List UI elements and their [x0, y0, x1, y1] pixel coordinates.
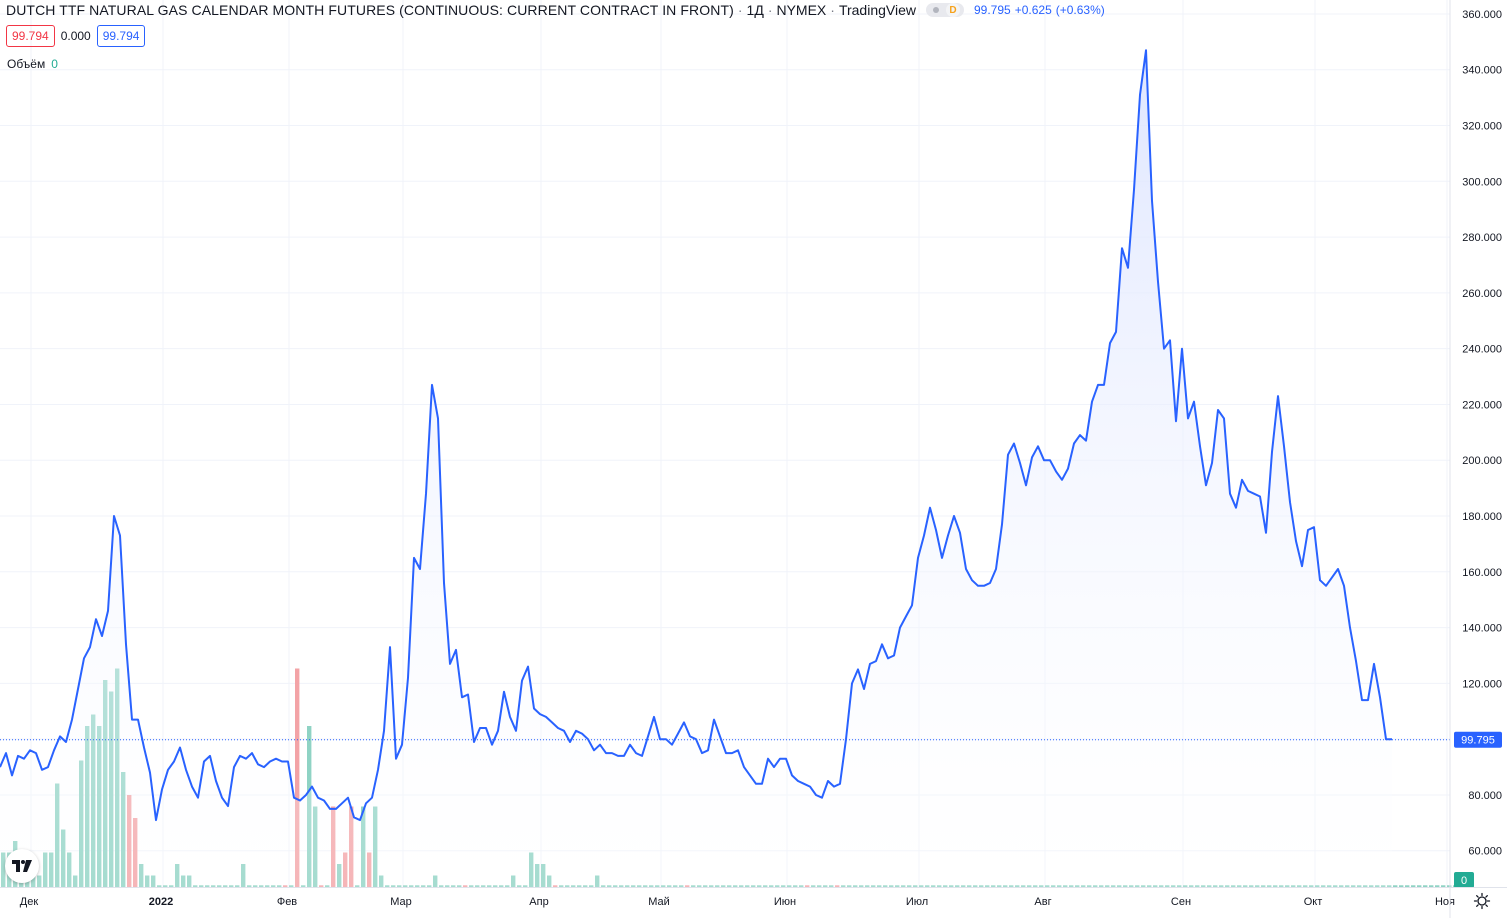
x-tick-label: Дек: [20, 896, 39, 908]
x-tick-label: Ноя: [1435, 896, 1455, 908]
x-tick-label: Мар: [390, 896, 412, 908]
y-tick-label: 260.000: [1462, 288, 1502, 300]
volume-bar: [1411, 885, 1416, 887]
volume-bar: [1417, 885, 1422, 887]
sell-price-box[interactable]: 99.794: [6, 25, 55, 47]
volume-legend[interactable]: Объём 0: [7, 57, 58, 71]
exchange-label: NYMEX: [776, 2, 827, 18]
x-tick-label: Июн: [774, 896, 796, 908]
y-tick-label: 200.000: [1462, 455, 1502, 467]
x-tick-label: Фев: [277, 896, 297, 908]
x-tick-label: Июл: [906, 896, 928, 908]
delayed-data-icon: D: [946, 3, 960, 17]
y-tick-label: 280.000: [1462, 232, 1502, 244]
market-status-badge[interactable]: D: [926, 3, 964, 17]
y-tick-label: 120.000: [1462, 678, 1502, 690]
volume-bar: [1435, 885, 1440, 887]
last-price-label-text: 99.795: [1461, 735, 1495, 747]
x-tick-label: Окт: [1304, 896, 1323, 908]
y-tick-label: 160.000: [1462, 567, 1502, 579]
volume-bar: [1441, 885, 1446, 887]
volume-legend-value: 0: [51, 57, 58, 71]
volume-bar: [295, 668, 300, 887]
y-tick-label: 240.000: [1462, 344, 1502, 356]
y-tick-label: 300.000: [1462, 176, 1502, 188]
separator-dot: ·: [767, 2, 773, 18]
x-tick-label: 2022: [149, 896, 173, 908]
symbol-title[interactable]: DUTCH TTF NATURAL GAS CALENDAR MONTH FUT…: [6, 2, 734, 18]
last-price: 99.795: [974, 3, 1011, 17]
volume-bar: [1429, 885, 1434, 887]
tradingview-logo-glyph: [12, 860, 32, 872]
gear-icon[interactable]: [1473, 892, 1491, 910]
x-tick-label: Апр: [529, 896, 548, 908]
symbol-legend: DUTCH TTF NATURAL GAS CALENDAR MONTH FUT…: [6, 0, 1105, 20]
price-change: +0.625: [1014, 3, 1052, 17]
tradingview-logo-icon[interactable]: [5, 849, 39, 883]
status-dot-icon: [933, 7, 939, 13]
price-change-percent: (+0.63%): [1055, 3, 1105, 17]
buy-price-box[interactable]: 99.794: [96, 25, 146, 47]
x-tick-label: Авг: [1034, 896, 1051, 908]
y-tick-label: 140.000: [1462, 623, 1502, 635]
volume-bar: [1423, 885, 1428, 887]
y-tick-label: 320.000: [1462, 121, 1502, 133]
separator-dot: ·: [737, 2, 743, 18]
last-price-label[interactable]: [1454, 731, 1502, 748]
y-tick-label: 180.000: [1462, 511, 1502, 523]
quote-boxes: 99.794 0.000 99.794: [6, 25, 146, 47]
separator-dot: ·: [830, 2, 835, 18]
provider-label: TradingView: [838, 2, 916, 18]
volume-axis-label: [1454, 872, 1474, 888]
interval-label[interactable]: 1Д: [746, 2, 764, 18]
volume-axis-label-text: 0: [1461, 875, 1467, 887]
x-tick-label: Май: [648, 896, 670, 908]
volume-bar: [1405, 885, 1410, 887]
volume-bar: [1447, 885, 1452, 887]
y-tick-label: 340.000: [1462, 65, 1502, 77]
x-tick-label: Сен: [1171, 896, 1191, 908]
y-tick-label: 80.000: [1468, 790, 1502, 802]
volume-legend-label: Объём: [7, 57, 46, 71]
y-tick-label: 360.000: [1462, 9, 1502, 21]
volume-bar: [1399, 885, 1404, 887]
gear-icon-glyph: [1473, 892, 1491, 910]
volume-bar: [1393, 885, 1398, 887]
y-tick-label: 220.000: [1462, 399, 1502, 411]
price-line[interactable]: [0, 49, 1392, 822]
price-area-fill: [0, 50, 1392, 887]
y-tick-label: 60.000: [1468, 846, 1502, 858]
spread-value: 0.000: [60, 29, 91, 43]
